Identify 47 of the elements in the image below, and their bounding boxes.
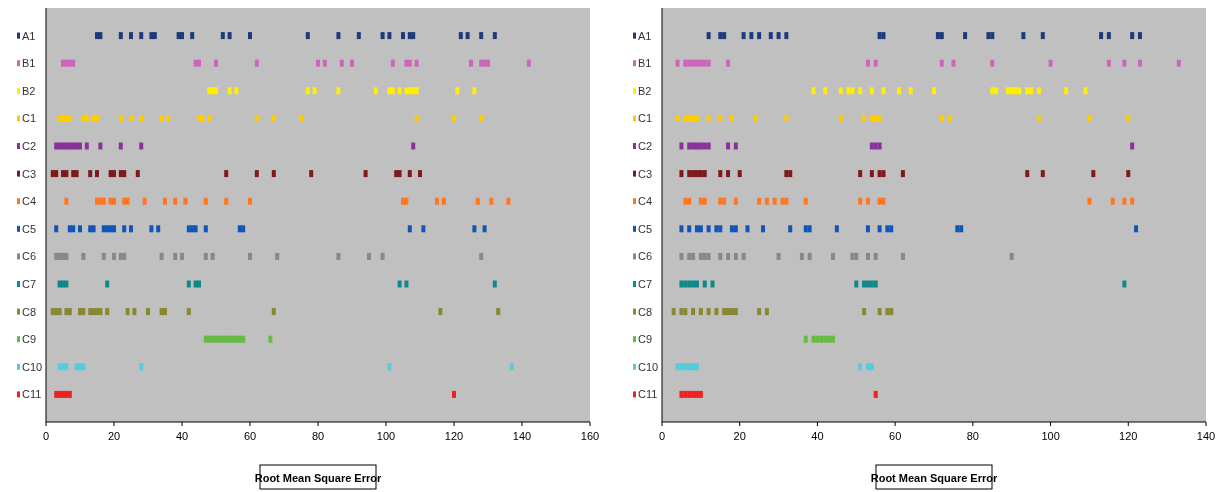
y-tick-label: B1 <box>22 57 36 70</box>
y-tick-label: C6 <box>638 250 653 263</box>
x-tick-label: 140 <box>512 430 532 442</box>
x-tick-label: 20 <box>733 430 746 442</box>
x-tick-label: 80 <box>966 430 979 442</box>
y-tick-label: C2 <box>638 140 653 152</box>
y-tick-label: C5 <box>638 222 653 235</box>
x-tick-label: 40 <box>175 430 189 442</box>
y-tick-label: C7 <box>22 278 37 290</box>
y-tick-label: C10 <box>638 360 659 373</box>
x-tick-label: 100 <box>376 430 396 442</box>
x-tick-label: 20 <box>107 430 121 442</box>
y-tick-label: C4 <box>638 195 653 208</box>
y-tick-label: A1 <box>22 29 36 42</box>
x-tick-label: 40 <box>811 430 824 442</box>
y-tick-label: C9 <box>638 333 653 346</box>
y-tick-label: C10 <box>22 360 43 373</box>
x-tick-label: 0 <box>658 430 666 442</box>
y-tick-label: A1 <box>638 29 652 42</box>
y-tick-label: C4 <box>22 195 37 208</box>
x-tick-label: 100 <box>1041 430 1060 442</box>
y-tick-label: C3 <box>638 167 653 180</box>
y-tick-label: C1 <box>638 112 653 125</box>
y-tick-label: C6 <box>22 250 37 263</box>
y-tick-label: B2 <box>638 84 652 97</box>
y-tick-label: C9 <box>22 333 37 346</box>
y-tick-label: C3 <box>22 167 37 180</box>
y-tick-label: C11 <box>638 388 658 401</box>
y-tick-label: C1 <box>22 112 37 125</box>
y-tick-label: C8 <box>22 305 37 318</box>
x-tick-label: 120 <box>444 430 464 442</box>
x-axis-title: Root Mean Square Error <box>254 472 382 484</box>
x-tick-label: 0 <box>42 430 50 442</box>
y-tick-label: B1 <box>638 57 652 70</box>
y-tick-label: C8 <box>638 305 653 318</box>
x-axis-title: Root Mean Square Error <box>870 472 998 484</box>
x-tick-label: 60 <box>243 430 257 442</box>
y-tick-label: C11 <box>22 388 42 401</box>
x-tick-label: 140 <box>1196 430 1216 442</box>
x-tick-label: 60 <box>889 430 902 442</box>
x-tick-label: 120 <box>1119 430 1138 442</box>
y-tick-label: C2 <box>22 140 37 152</box>
y-tick-label: B2 <box>22 84 36 97</box>
x-tick-label: 160 <box>580 430 600 442</box>
y-tick-label: C7 <box>638 278 653 290</box>
y-tick-label: C5 <box>22 222 37 235</box>
x-tick-label: 80 <box>311 430 325 442</box>
